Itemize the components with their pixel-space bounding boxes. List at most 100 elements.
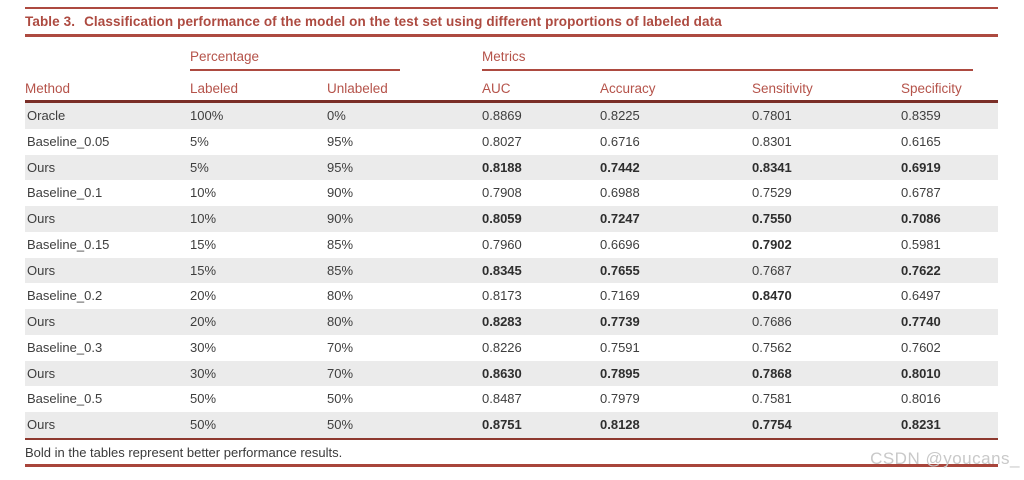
table-cell: 0.8630 bbox=[482, 365, 522, 381]
column-header-method: Method bbox=[25, 81, 71, 96]
percentage-underline bbox=[190, 69, 400, 71]
page-bottom-rule bbox=[25, 464, 998, 467]
table-cell: 0.8470 bbox=[752, 288, 792, 304]
table-cell: 0.8301 bbox=[752, 133, 792, 149]
table-cell: 0.7960 bbox=[482, 236, 522, 252]
table-cell: 0.7686 bbox=[752, 314, 792, 329]
table-cell: 100% bbox=[190, 108, 224, 123]
table-cell: 0.8059 bbox=[482, 211, 522, 226]
table-cell: 0.7602 bbox=[901, 339, 941, 355]
table-row: Baseline_0.1 10% 90% 0.7908 0.6988 0.7529 0.67… bbox=[25, 180, 998, 206]
table-cell: 85% bbox=[327, 262, 354, 278]
table-cell: Ours bbox=[27, 262, 56, 278]
table-cell: 0.8869 bbox=[482, 108, 522, 123]
watermark: CSDN @youcans_ bbox=[870, 449, 1020, 468]
table-row: Baseline_0.15 15% 85% 0.7960 0.6696 0.7902 0.5… bbox=[25, 232, 998, 258]
table-cell: 30% bbox=[190, 339, 217, 355]
table-cell: 10% bbox=[190, 211, 217, 226]
table-cell: 90% bbox=[327, 185, 354, 201]
column-header-sensitivity: Sensitivity bbox=[752, 81, 813, 96]
table-cell: 0.8345 bbox=[482, 262, 522, 278]
table-cell: 0.8010 bbox=[901, 365, 941, 381]
footnote: Bold in the tables represent better perf… bbox=[25, 445, 343, 460]
table-cell: Baseline_0.2 bbox=[27, 288, 103, 304]
table-cell: 0.7801 bbox=[752, 108, 792, 123]
table-cell: 0.7581 bbox=[752, 391, 792, 407]
table-cell: 0.7739 bbox=[600, 314, 640, 329]
table-cell: 0.6919 bbox=[901, 159, 941, 175]
table-cell: 0.7902 bbox=[752, 236, 792, 252]
table-cell: Baseline_0.15 bbox=[27, 236, 110, 252]
table-cell: 0.8016 bbox=[901, 391, 941, 407]
table-cell: 85% bbox=[327, 236, 354, 252]
table-cell: 0% bbox=[327, 108, 346, 123]
table-cell: Ours bbox=[27, 211, 56, 226]
column-header-specificity: Specificity bbox=[901, 81, 962, 96]
column-header-auc: AUC bbox=[482, 81, 511, 96]
table-cell: Baseline_0.5 bbox=[27, 391, 103, 407]
table-cell: Ours bbox=[27, 314, 56, 329]
table-row: Ours 5% 95% 0.8188 0.7442 0.8341 0.6919 bbox=[25, 154, 998, 181]
column-header-labeled: Labeled bbox=[190, 81, 239, 96]
table-cell: 0.8225 bbox=[600, 108, 640, 123]
table-cell: 0.8751 bbox=[482, 417, 522, 432]
table-cell: Ours bbox=[27, 417, 56, 432]
table-cell: 5% bbox=[190, 133, 209, 149]
table-cell: 0.7529 bbox=[752, 185, 792, 201]
table-cell: 0.7622 bbox=[901, 262, 941, 278]
table-cell: 0.7740 bbox=[901, 314, 941, 329]
group-header-metrics: Metrics bbox=[482, 49, 526, 64]
table-cell: Oracle bbox=[27, 108, 66, 123]
table-cell: 0.7086 bbox=[901, 211, 941, 226]
table-row: Baseline_0.5 50% 50% 0.8487 0.7979 0.7581 0.80… bbox=[25, 386, 998, 412]
table-cell: 0.8487 bbox=[482, 391, 522, 407]
table-cell: 5% bbox=[190, 159, 209, 175]
table-cell: 10% bbox=[190, 185, 217, 201]
title-bottom-rule bbox=[25, 34, 998, 37]
table-row: Ours 10% 90% 0.8059 0.7247 0.7550 0.7086 bbox=[25, 206, 998, 232]
table-cell: 15% bbox=[190, 262, 217, 278]
table-cell: 0.6165 bbox=[901, 133, 941, 149]
table-cell: 0.6696 bbox=[600, 236, 640, 252]
table-cell: 0.7562 bbox=[752, 339, 792, 355]
table-cell: 30% bbox=[190, 365, 217, 381]
table-cell: Ours bbox=[27, 159, 56, 175]
table-cell: 0.8231 bbox=[901, 417, 941, 432]
table-cell: 0.8283 bbox=[482, 314, 522, 329]
table-cell: 80% bbox=[327, 314, 354, 329]
table-cell: 0.8027 bbox=[482, 133, 522, 149]
table-title-label: Table 3. bbox=[25, 14, 76, 29]
table-row: Oracle 100% 0% 0.8869 0.8225 0.7801 0.8359 bbox=[25, 103, 998, 129]
table-cell: 0.7591 bbox=[600, 339, 640, 355]
table-cell: 0.5981 bbox=[901, 236, 941, 252]
table-cell: 0.8341 bbox=[752, 159, 792, 175]
table-cell: 0.7979 bbox=[600, 391, 640, 407]
table-row: Baseline_0.05 5% 95% 0.8027 0.6716 0.8301 0.61… bbox=[25, 129, 998, 155]
table-cell: 0.7169 bbox=[600, 288, 640, 304]
table-title-text: Classification performance of the model … bbox=[84, 14, 722, 29]
table-cell: 0.7687 bbox=[752, 262, 792, 278]
metrics-underline bbox=[482, 69, 973, 71]
table-cell: 50% bbox=[327, 391, 354, 407]
table-row: Ours 15% 85% 0.8345 0.7655 0.7687 0.7622 bbox=[25, 257, 998, 284]
table-cell: 0.7442 bbox=[600, 159, 640, 175]
table-cell: 0.7247 bbox=[600, 211, 640, 226]
table-cell: 0.8226 bbox=[482, 339, 522, 355]
table-row: Ours 50% 50% 0.8751 0.8128 0.7754 0.8231 bbox=[25, 412, 998, 438]
group-header-percentage: Percentage bbox=[190, 49, 260, 64]
table-cell: Ours bbox=[27, 365, 56, 381]
table-cell: 50% bbox=[190, 417, 217, 432]
table-row: Baseline_0.3 30% 70% 0.8226 0.7591 0.7562 0.76… bbox=[25, 335, 998, 361]
table-cell: 0.8359 bbox=[901, 108, 941, 123]
table-cell: Baseline_0.05 bbox=[27, 133, 110, 149]
table-cell: 0.7895 bbox=[600, 365, 640, 381]
table-cell: 70% bbox=[327, 365, 354, 381]
table-cell: 70% bbox=[327, 339, 354, 355]
table-bottom-rule bbox=[25, 438, 998, 440]
table-cell: 0.7868 bbox=[752, 365, 792, 381]
table-rows: Oracle 100% 0% 0.8869 0.8225 0.7801 0.8359 Base… bbox=[25, 103, 998, 438]
table-cell: 15% bbox=[190, 236, 217, 252]
table-cell: 0.6787 bbox=[901, 185, 941, 201]
table-cell: 0.6716 bbox=[600, 133, 640, 149]
table-cell: 0.6988 bbox=[600, 185, 640, 201]
